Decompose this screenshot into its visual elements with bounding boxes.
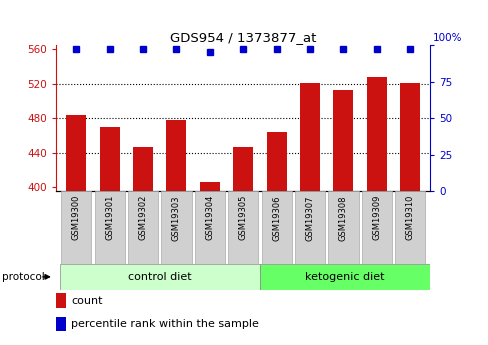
Bar — [166, 120, 186, 191]
Bar — [366, 77, 386, 191]
Bar — [194, 191, 224, 264]
Bar — [261, 191, 291, 264]
Bar — [100, 127, 120, 191]
Text: GSM19300: GSM19300 — [72, 195, 81, 240]
Bar — [56, 293, 65, 308]
Text: GSM19306: GSM19306 — [272, 195, 281, 240]
Text: GSM19305: GSM19305 — [238, 195, 247, 240]
Bar — [294, 191, 325, 264]
Text: control diet: control diet — [128, 272, 191, 282]
Text: GSM19301: GSM19301 — [105, 195, 114, 240]
Bar — [133, 148, 153, 191]
Text: GSM19304: GSM19304 — [205, 195, 214, 240]
Text: GSM19309: GSM19309 — [372, 195, 381, 240]
Bar — [228, 191, 258, 264]
Bar — [128, 191, 158, 264]
Bar — [200, 182, 220, 191]
Bar — [60, 264, 260, 290]
Text: percentile rank within the sample: percentile rank within the sample — [71, 319, 259, 329]
Bar — [333, 90, 353, 191]
Bar — [66, 115, 86, 191]
Text: ketogenic diet: ketogenic diet — [305, 272, 384, 282]
Bar — [394, 191, 425, 264]
Bar — [328, 191, 358, 264]
Bar — [56, 317, 65, 331]
Bar — [161, 191, 191, 264]
Text: count: count — [71, 296, 102, 306]
Bar — [260, 264, 429, 290]
Text: GSM19308: GSM19308 — [338, 195, 347, 240]
Text: GSM19310: GSM19310 — [405, 195, 414, 240]
Text: protocol: protocol — [2, 272, 45, 282]
Text: 100%: 100% — [432, 33, 461, 43]
Bar — [300, 83, 320, 191]
Text: GSM19303: GSM19303 — [172, 195, 181, 240]
Title: GDS954 / 1373877_at: GDS954 / 1373877_at — [170, 31, 316, 44]
Text: GSM19307: GSM19307 — [305, 195, 314, 240]
Bar — [400, 83, 420, 191]
Bar — [266, 132, 286, 191]
Bar — [61, 191, 91, 264]
Bar — [233, 148, 253, 191]
Text: GSM19302: GSM19302 — [138, 195, 147, 240]
Bar — [95, 191, 124, 264]
Bar — [361, 191, 391, 264]
